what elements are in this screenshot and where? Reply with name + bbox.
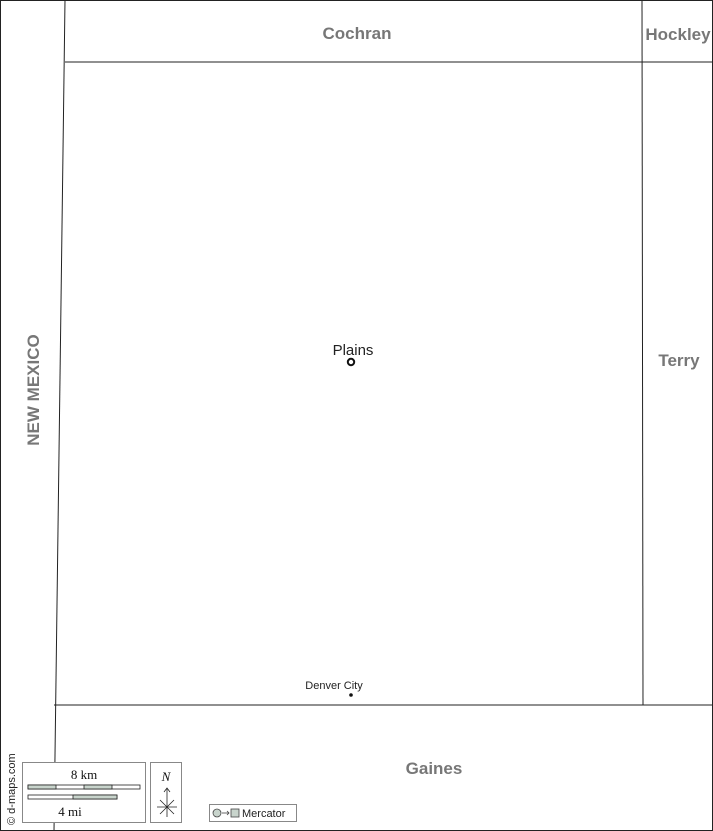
compass-n-label: N [161,769,172,784]
scale-bar: 8 km 4 mi [22,762,146,823]
scale-km-label: 8 km [71,767,97,782]
scale-mi-label: 4 mi [58,804,82,819]
city-label-plains: Plains [333,342,374,359]
county-borders [53,0,713,831]
state-border-line [53,0,66,831]
county-seat-marker [346,357,356,367]
county-label-cochran: Cochran [323,24,392,43]
city-dot-marker [349,693,353,697]
county-label-terry: Terry [658,351,700,370]
circle-to-square-icon [212,808,240,818]
county-label-gaines: Gaines [406,759,463,778]
credit-text: © d-maps.com [6,753,18,825]
county-label-hockley: Hockley [645,25,711,44]
city-label-denver-city: Denver City [305,680,363,692]
compass: N [150,762,182,823]
east-border-line [641,0,644,706]
state-label-new-mexico: NEW MEXICO [24,334,43,445]
projection-legend: Mercator [209,804,297,822]
projection-label: Mercator [242,808,286,820]
north-arrow-icon [157,787,177,817]
